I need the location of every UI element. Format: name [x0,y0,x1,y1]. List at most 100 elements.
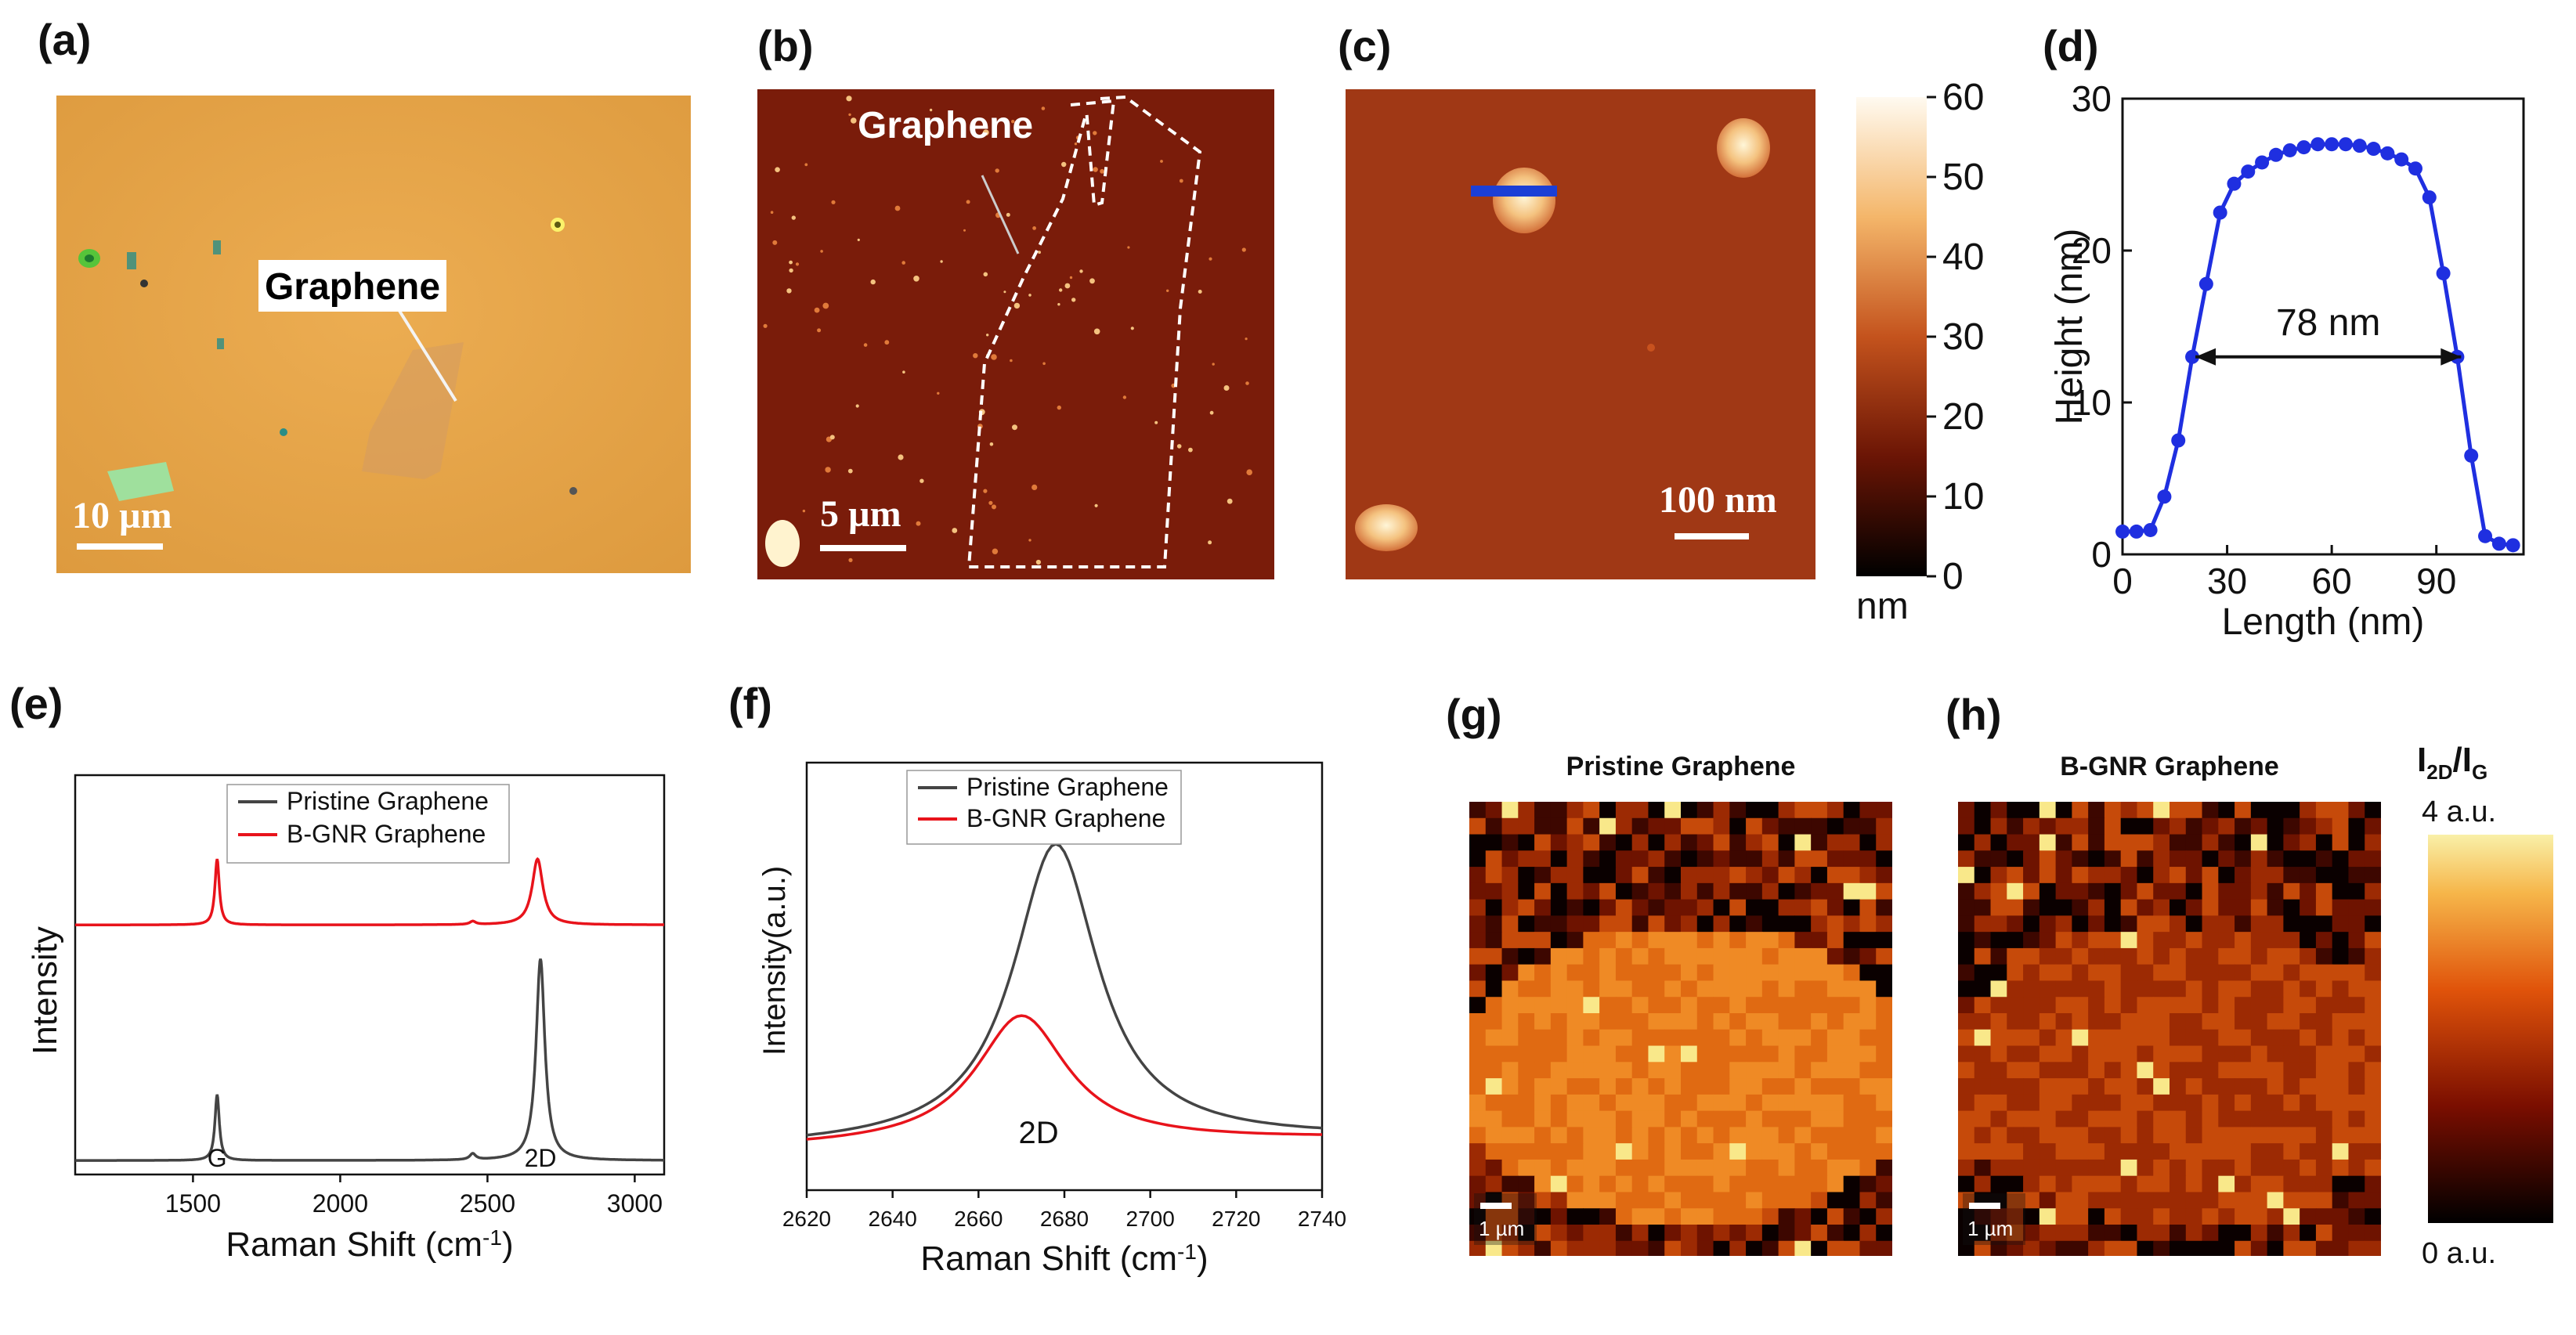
afm-particle [1069,276,1073,280]
map-pixel [1746,1045,1763,1063]
map-pixel [2202,1013,2219,1030]
map-pixel [2250,1078,2268,1095]
map-pixel [2235,1175,2252,1193]
map-pixel [2300,802,2317,819]
map-pixel [2267,997,2284,1014]
map-pixel [1485,1029,1503,1047]
map-pixel [1826,867,1844,884]
map-pixel [2365,1029,2381,1047]
map-pixel [2300,1094,2317,1112]
map-pixel [2315,1175,2333,1193]
map-pixel [1599,817,1617,835]
afm-particle [1057,303,1060,306]
map-pixel [2088,1240,2105,1256]
map-pixel [1990,834,2007,851]
map-pixel [1550,964,1568,982]
map-pixel [2039,1240,2057,1256]
map-pixel [2235,899,2252,916]
map-pixel [1811,1143,1828,1160]
x-tick-label: 3000 [607,1189,663,1218]
map-pixel [2039,980,2057,998]
map-pixel [1811,1240,1828,1256]
map-pixel [1843,1208,1861,1225]
map-pixel [2348,1143,2365,1160]
map-pixel [1761,817,1779,835]
map-pixel [2023,1013,2040,1030]
map-pixel [2283,1240,2300,1256]
map-pixel [1664,850,1682,868]
map-pixel [1729,1045,1747,1063]
map-pixel [1501,1094,1519,1112]
map-pixel [2267,1159,2284,1177]
map-pixel [1599,1062,1617,1079]
map-pixel [1664,1175,1682,1193]
map-pixel [2218,932,2235,949]
map-pixel [2137,899,2154,916]
map-pixel [1485,947,1503,965]
map-pixel [1583,1078,1600,1095]
map-pixel [1778,802,1795,819]
afm-particle [825,467,831,473]
map-pixel [2007,932,2024,949]
map-pixel [1958,1225,1975,1242]
afm-particle [1093,328,1100,335]
map-pixel [2250,932,2268,949]
map-pixel [1843,1192,1861,1209]
map-pixel [2202,1208,2219,1225]
afm-particle [829,435,835,440]
map-pixel [1631,1110,1649,1128]
map-pixel [1811,1078,1828,1095]
map-pixel [1615,915,1633,933]
map-pixel [1518,1208,1535,1225]
map-pixel [1648,1159,1665,1177]
map-pixel [1794,1175,1812,1193]
afm-particle [848,113,851,117]
map-pixel [1518,964,1535,982]
afm-particle [822,302,829,309]
map-pixel [2283,1094,2300,1112]
map-pixel [1729,1110,1747,1128]
map-pixel [1843,1029,1861,1047]
map-pixel [2235,964,2252,982]
map-pixel [1729,850,1747,868]
colorbar-unit: nm [1856,586,1909,627]
map-pixel [1713,1094,1730,1112]
map-pixel [1566,850,1584,868]
afm-particle [1028,294,1031,297]
afm-particle [1245,381,1249,385]
map-pixel [1974,899,1992,916]
map-pixel [1631,1062,1649,1079]
map-pixel [1859,1127,1877,1144]
map-pixel [1518,1094,1535,1112]
map-pixel [1811,915,1828,933]
map-pixel [1501,867,1519,884]
map-pixel [1534,1029,1552,1047]
map-pixel [1485,1127,1503,1144]
map-pixel [1746,802,1763,819]
map-pixel [1648,1175,1665,1193]
map-pixel [2104,850,2122,868]
map-pixel [2348,997,2365,1014]
map-pixel [1746,997,1763,1014]
afm-particle [919,478,924,483]
map-pixel [1826,947,1844,965]
map-pixel [2202,1225,2219,1242]
map-pixel [1599,1127,1617,1144]
map-pixel [2120,1013,2138,1030]
map-pixel [1761,1094,1779,1112]
map-pixel [1648,1192,1665,1209]
map-pixel [2039,882,2057,900]
map-pixel [1778,817,1795,835]
map-pixel [1794,1110,1812,1128]
map-pixel [2170,850,2187,868]
map-pixel [1958,1062,1975,1079]
map-pixel [2137,1240,2154,1256]
map-pixel [1859,1094,1877,1112]
map-pixel [2039,1078,2057,1095]
map-pixel [1534,1062,1552,1079]
afm-particle [763,323,768,328]
afm-image-large: Graphene 5 µm [757,89,1274,579]
map-pixel [2185,1175,2203,1193]
map-pixel [1859,1208,1877,1225]
map-pixel [1469,915,1487,933]
